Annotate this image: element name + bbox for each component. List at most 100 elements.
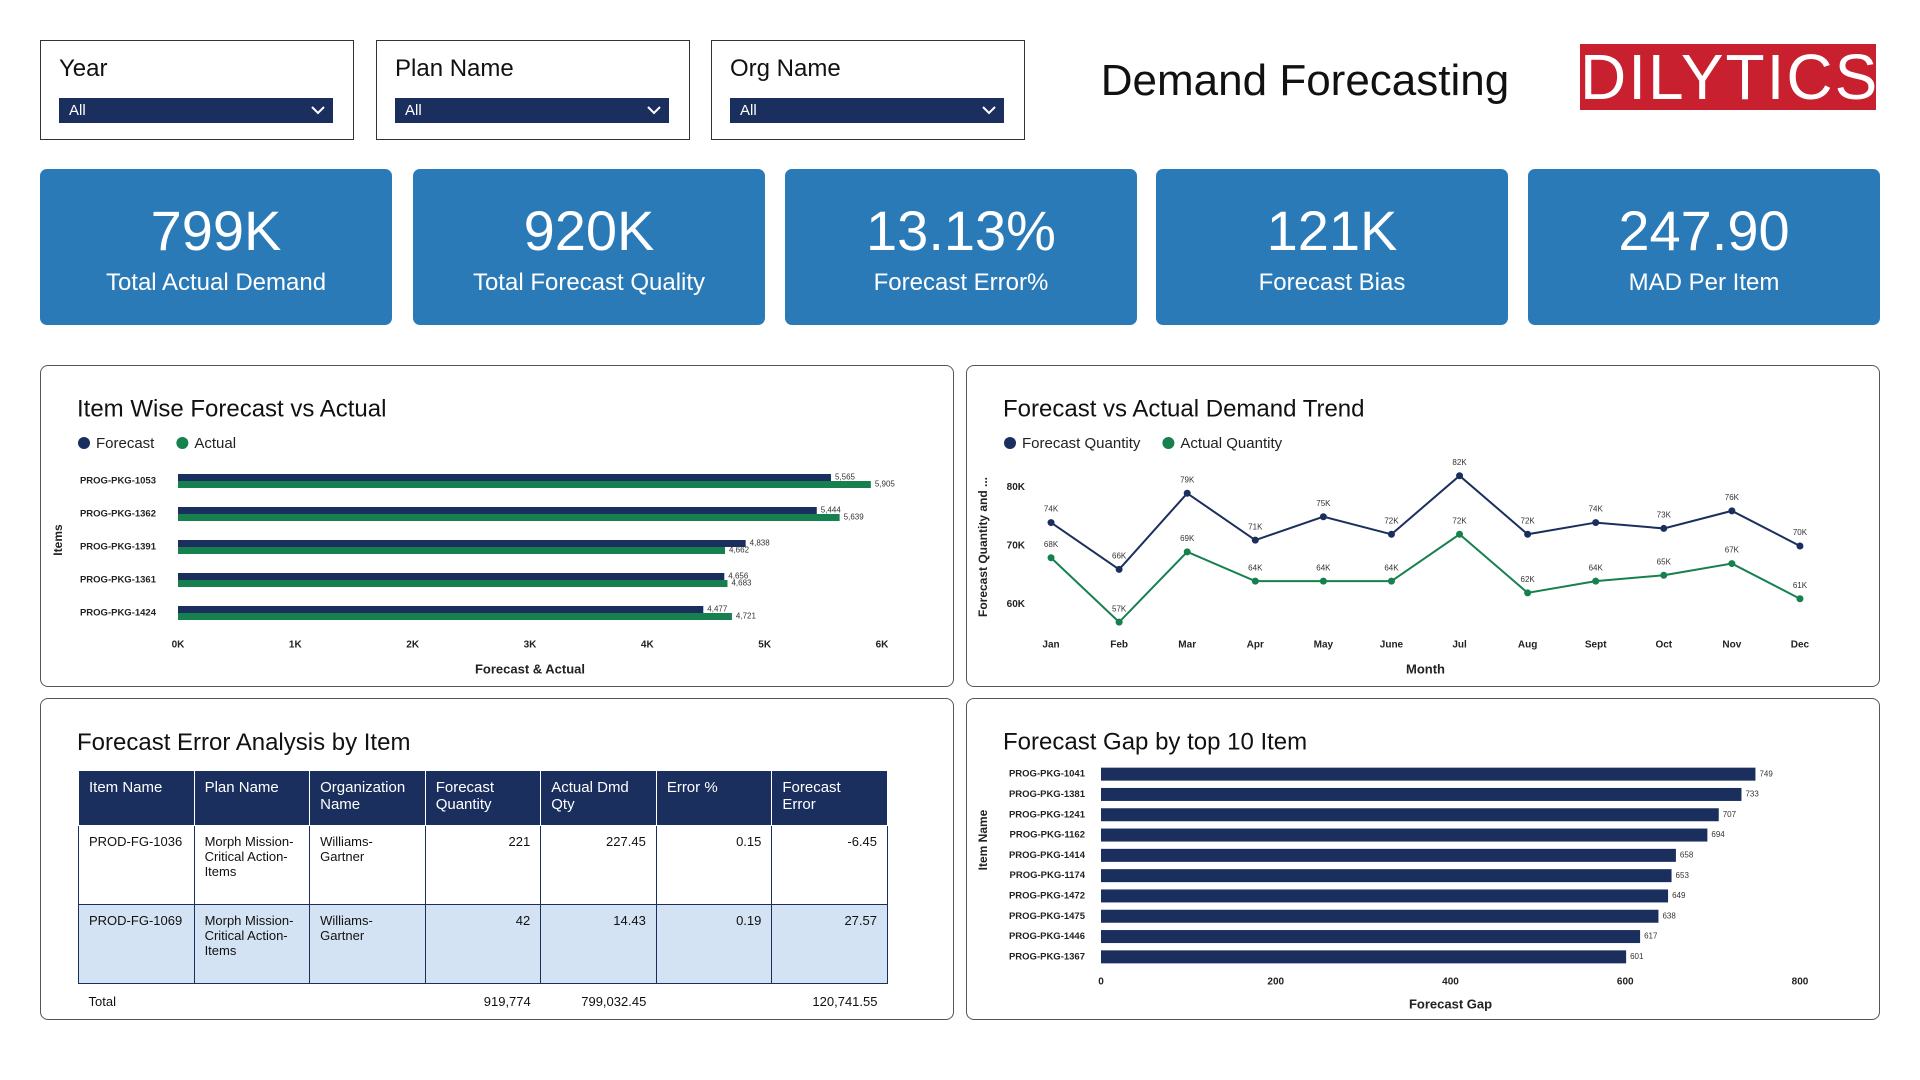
table-cell: 227.45 [540, 825, 657, 905]
column-header: Forecast Quantity [424, 770, 542, 826]
x-tick-label: Feb [1110, 640, 1128, 651]
column-header: Forecast Error [771, 770, 888, 826]
chart: Item Wise Forecast vs Actual Forecast Actu… [51, 395, 895, 676]
bar [178, 573, 725, 580]
data-label: 601 [1630, 952, 1644, 961]
chart-panel: Forecast vs Actual Demand Trend Forecast … [966, 365, 1880, 687]
chart-panel: Forecast Gap by top 10 Item 0 200 400 600 800… [966, 698, 1880, 1020]
bar [1101, 808, 1719, 822]
data-label: 653 [1676, 871, 1690, 880]
data-label: 658 [1680, 850, 1694, 859]
column-header: Plan Name [193, 770, 311, 826]
chevron [647, 106, 661, 115]
y-tick-label: PROG-PKG-1424 [80, 608, 157, 619]
dropdown[interactable]: All [395, 98, 669, 123]
bar [178, 580, 728, 587]
dropdown[interactable]: All [730, 98, 1004, 123]
y-tick-label: PROG-PKG-1391 [80, 542, 157, 553]
table-cell: 42 [424, 904, 542, 984]
chart-panel: Item Wise Forecast vs Actual Forecast Actu… [40, 365, 954, 687]
y-tick-label: PROG-PKG-1174 [1010, 870, 1086, 881]
data-label: 4,662 [729, 546, 750, 555]
data-label: 74K [1044, 505, 1059, 514]
bar [1101, 930, 1641, 944]
data-label: 71K [1248, 522, 1263, 531]
data-label: 5,565 [835, 473, 856, 482]
point [1660, 571, 1668, 579]
table-cell: Williams-Gartner [309, 825, 426, 905]
total-cell [194, 984, 310, 1018]
data-label: 649 [1672, 891, 1686, 900]
point [1251, 577, 1259, 585]
table-title: Forecast Error Analysis by Item [77, 729, 411, 756]
x-tick-label: 0 [1098, 977, 1104, 988]
filter-label: Plan Name [395, 55, 514, 82]
point [1319, 577, 1327, 585]
legend-label: Forecast Quantity [1022, 435, 1141, 452]
x-tick-label: 800 [1792, 977, 1809, 988]
kpi-label: Total Actual Demand [105, 269, 327, 296]
bar [178, 507, 817, 514]
kpi-label: MAD Per Item [1628, 269, 1780, 296]
x-tick-label: 400 [1442, 977, 1459, 988]
y-axis-label: Item Name [976, 809, 990, 870]
legend-marker [1162, 437, 1175, 449]
column-header: Actual Dmd Qty [540, 770, 657, 826]
table: Item Name Plan Name Organization Name Forec… [78, 770, 888, 1017]
legend-label: Forecast [96, 435, 155, 452]
dropdown-value: All [69, 102, 86, 119]
data-label: 74K [1589, 505, 1604, 514]
kpi-label: Total Forecast Quality [472, 269, 706, 296]
data-label: 4,656 [728, 572, 749, 581]
point [1387, 577, 1395, 585]
point [1387, 530, 1395, 538]
point [1047, 554, 1055, 562]
column-header: Error % [655, 770, 773, 826]
data-label: 4,683 [731, 579, 752, 588]
column-header: Organization Name [309, 770, 426, 826]
point [1524, 589, 1532, 597]
chevron [982, 106, 996, 115]
legend-label: Actual Quantity [1180, 435, 1282, 452]
x-tick-label: Oct [1655, 640, 1672, 651]
total-cell [310, 984, 426, 1018]
filter: Year All [40, 40, 354, 140]
filter-label: Org Name [730, 55, 841, 82]
table-cell: PROD-FG-1069 [78, 904, 195, 984]
x-tick-label: 2K [406, 640, 420, 651]
data-label: 69K [1180, 534, 1195, 543]
x-axis-label: Forecast Gap [1409, 996, 1492, 1011]
y-tick-label: PROG-PKG-1367 [1009, 951, 1085, 962]
chart-title: Item Wise Forecast vs Actual [77, 395, 386, 422]
data-label: 66K [1112, 552, 1127, 561]
y-tick-label: PROG-PKG-1362 [80, 509, 156, 520]
x-tick-label: Nov [1722, 640, 1741, 651]
bar [1101, 950, 1627, 964]
bar [1101, 787, 1742, 801]
x-tick-label: May [1314, 640, 1334, 651]
kpi-value: 247.90 [1618, 199, 1790, 262]
x-tick-label: 600 [1617, 977, 1634, 988]
dropdown[interactable]: All [59, 98, 333, 123]
filter-label: Year [59, 55, 108, 82]
column-header: Item Name [78, 770, 195, 826]
line [1050, 533, 1801, 624]
kpi-card: 247.90 MAD Per Item [1528, 169, 1880, 325]
data-label: 57K [1112, 604, 1127, 613]
bar [1101, 889, 1669, 903]
table-cell: PROD-FG-1036 [78, 825, 195, 905]
x-axis-label: Forecast & Actual [475, 661, 585, 676]
data-label: 64K [1384, 563, 1399, 572]
y-tick-label: PROG-PKG-1162 [1010, 830, 1086, 841]
point [1728, 560, 1736, 568]
point [1115, 565, 1123, 573]
bar [178, 540, 746, 547]
chart: Forecast Gap by top 10 Item 0 200 400 600 800… [976, 728, 1809, 1011]
point [1456, 530, 1464, 538]
point [1047, 519, 1055, 527]
point [1592, 577, 1600, 585]
chart-title: Forecast vs Actual Demand Trend [1003, 395, 1365, 422]
table-cell: Morph Mission-Critical Action-Items [193, 904, 311, 984]
y-tick-label: 80K [1007, 482, 1026, 493]
